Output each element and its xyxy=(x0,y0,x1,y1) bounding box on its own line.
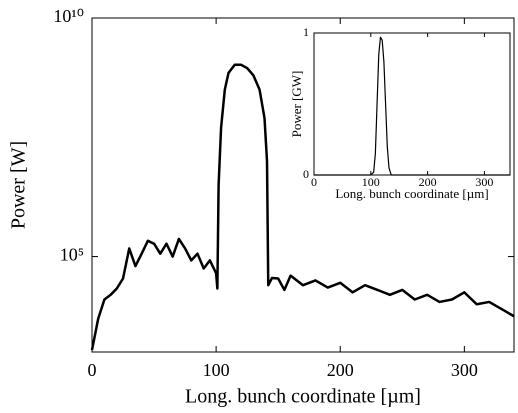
x-tick-label: 100 xyxy=(203,360,230,380)
x-tick-label: 0 xyxy=(311,175,317,189)
x-axis-label: Long. bunch coordinate [µm] xyxy=(185,386,421,408)
y-tick-label: 0 xyxy=(303,167,309,181)
plot-area xyxy=(91,17,515,353)
x-tick-label: 300 xyxy=(451,360,478,380)
y-tick-label: 1 xyxy=(303,25,309,39)
y-axis-label: Power [W] xyxy=(8,141,30,229)
data-line xyxy=(314,36,510,176)
y-tick-label: 10¹⁰ xyxy=(53,6,84,26)
x-tick-label: 200 xyxy=(419,175,437,189)
data-line xyxy=(90,63,515,351)
x-axis-label: Long. bunch coordinate [µm] xyxy=(335,186,488,201)
x-tick-label: 0 xyxy=(88,360,97,380)
x-tick-label: 200 xyxy=(327,360,354,380)
x-tick-label: 100 xyxy=(362,175,380,189)
y-tick-label: 10⁵ xyxy=(60,245,84,265)
y-axis-label: Power [GW] xyxy=(289,71,304,138)
x-tick-label: 300 xyxy=(475,175,493,189)
